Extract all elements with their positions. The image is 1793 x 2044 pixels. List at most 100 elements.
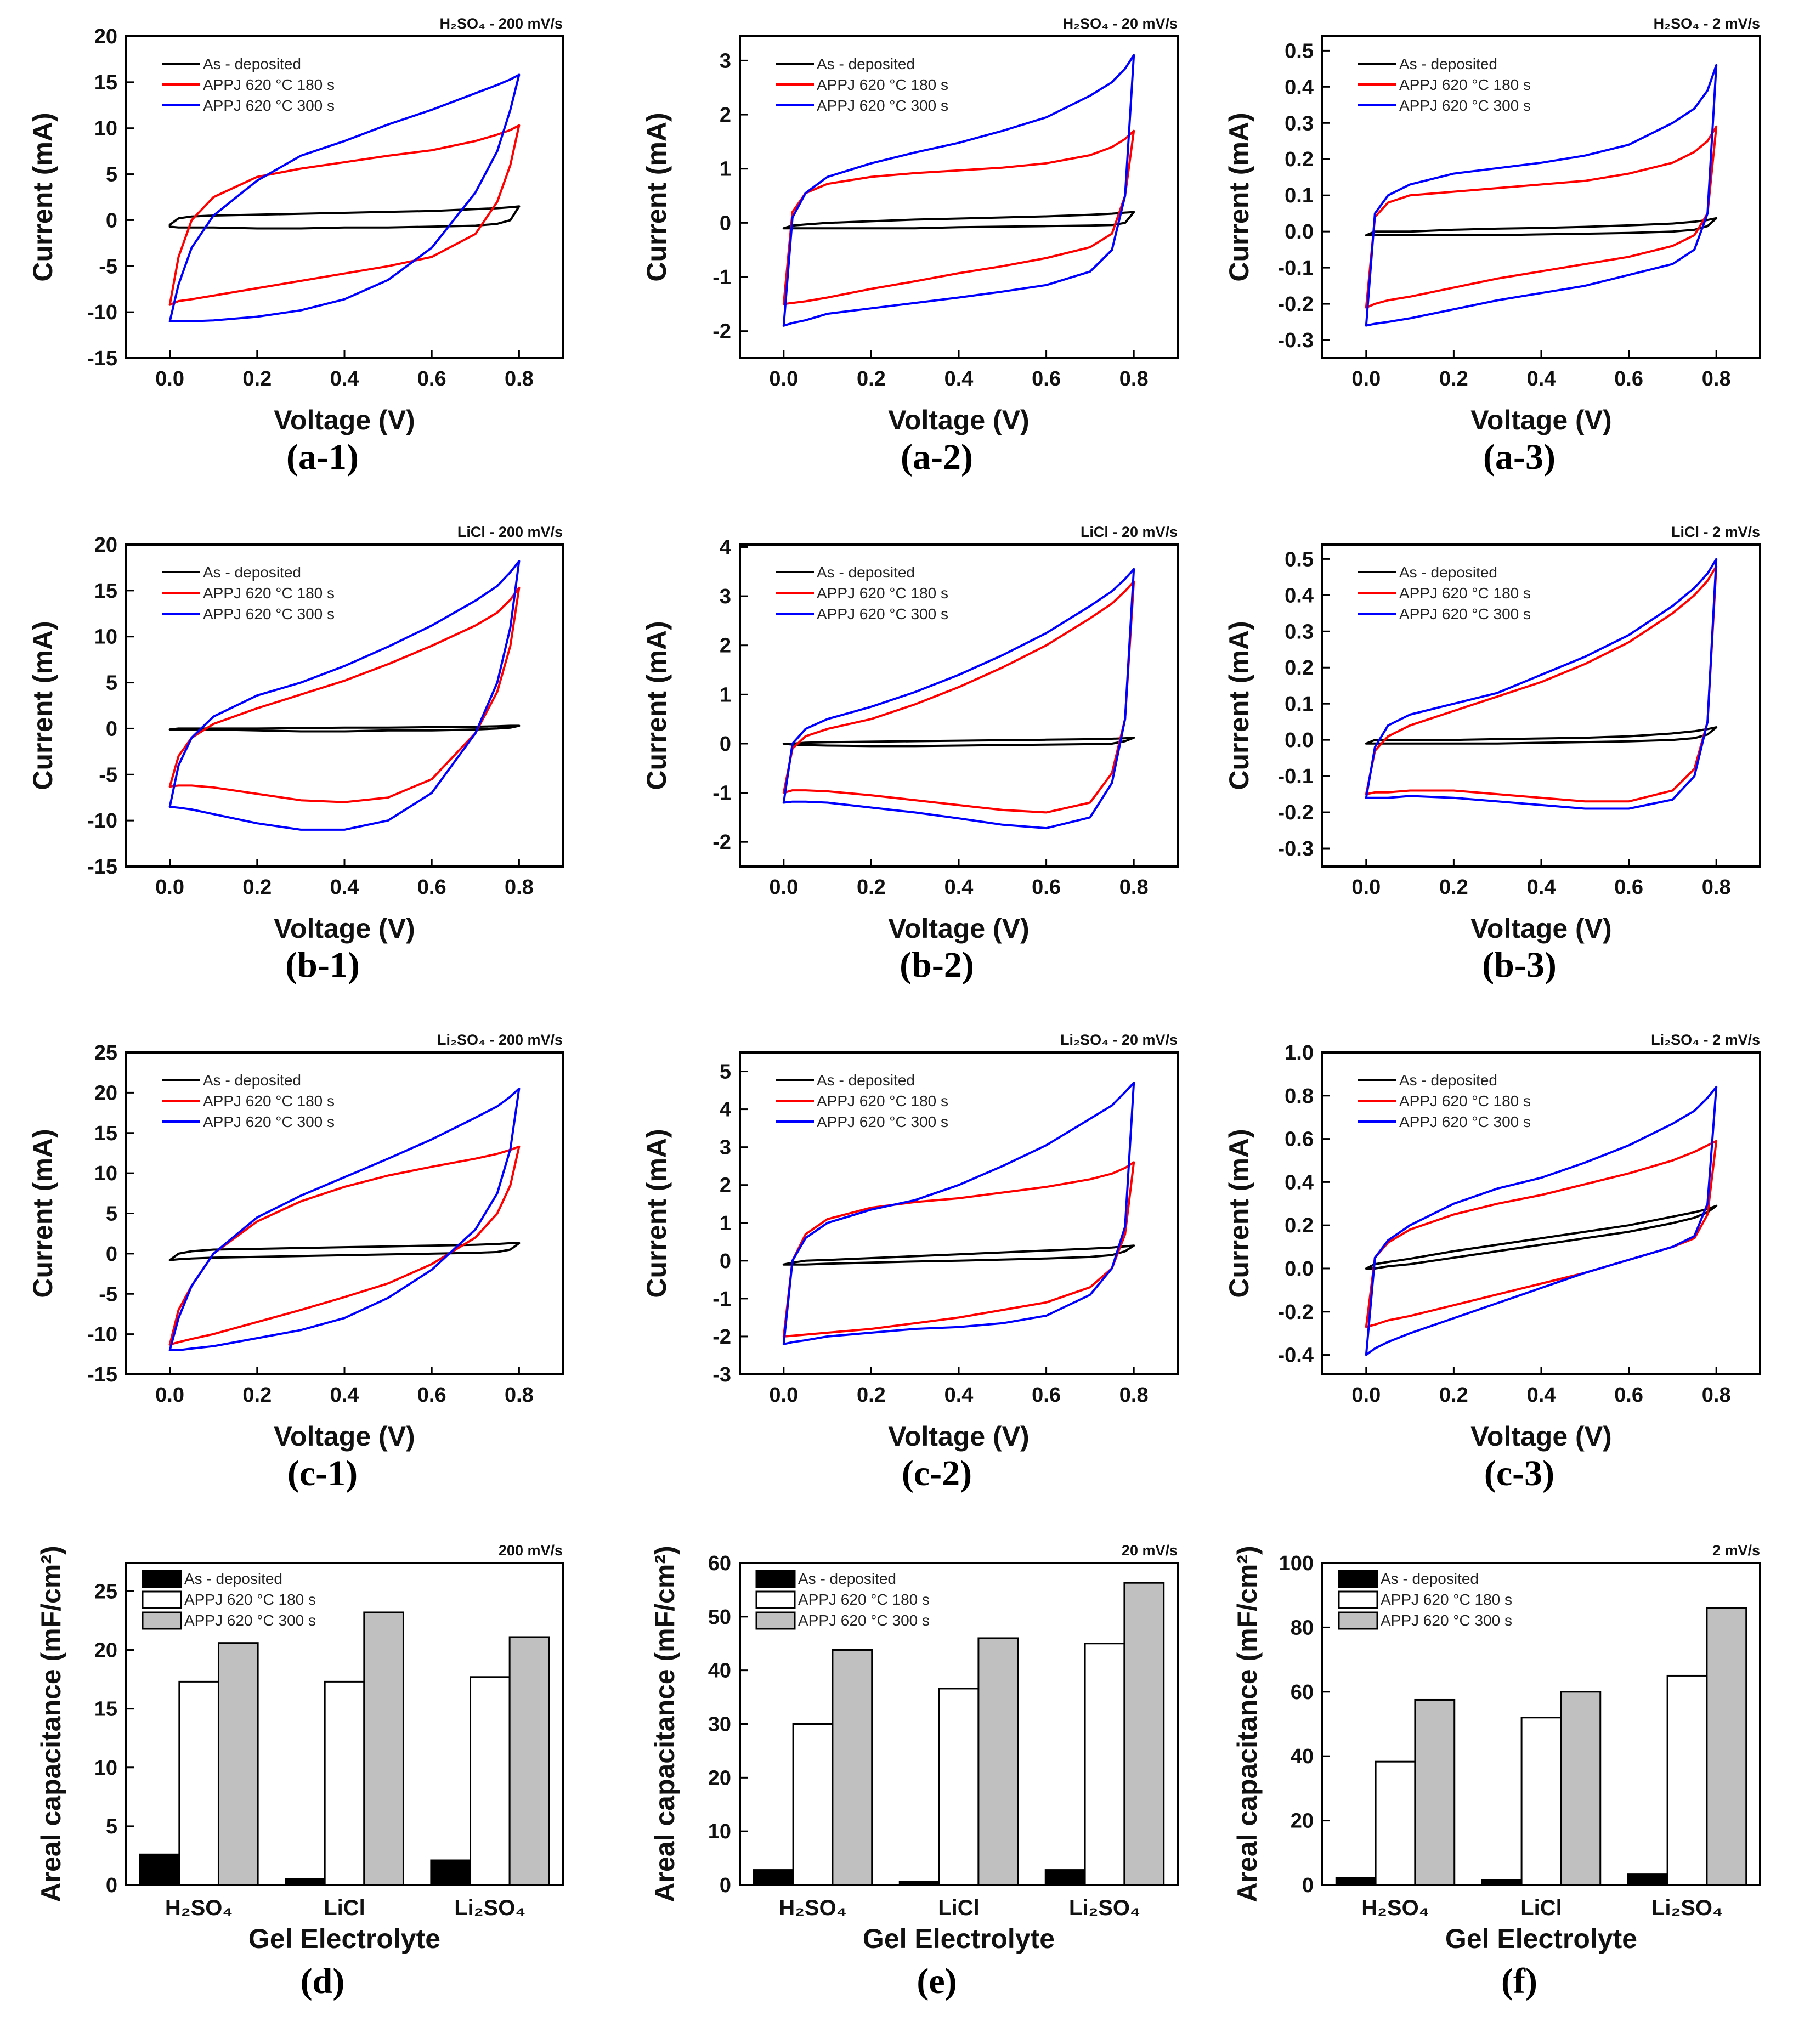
x-tick-label: 0.6 bbox=[1032, 876, 1061, 899]
y-tick-label: 1.0 bbox=[1285, 1041, 1314, 1065]
panel-b-2: LiCl - 20 mV/s (b-2) -2 -1 0 1 2 3 4 Current (mA)… bbox=[641, 524, 1179, 985]
panel-b-3: LiCl - 2 mV/s (b-3) -0.3 -0.2 -0.1 0.0 0.1 0.2 0… bbox=[1224, 524, 1761, 985]
cv-curve-appj-300s bbox=[1365, 558, 1718, 810]
panel-c-2: Li₂SO₄ - 20 mV/s (c-2) -3 -2 -1 0 1 2 3 4 5 Current… bbox=[641, 1032, 1179, 1493]
x-axis-label: Voltage (V) bbox=[888, 1421, 1029, 1452]
panel-title: 20 mV/s bbox=[1122, 1542, 1178, 1559]
bar-appj-300s bbox=[1414, 1698, 1456, 1886]
x-tick-label: 0.0 bbox=[1351, 1384, 1381, 1407]
y-tick-label: 15 bbox=[94, 1122, 117, 1145]
y-tick-label: 10 bbox=[94, 117, 117, 140]
y-tick-label: -0.1 bbox=[1278, 765, 1314, 788]
x-tick-label: 0.2 bbox=[857, 367, 886, 390]
x-tick-label: 0.6 bbox=[1614, 1384, 1643, 1407]
y-tick-label: 0 bbox=[1302, 1874, 1314, 1897]
panel-caption: (c-2) bbox=[902, 1453, 972, 1493]
x-tick-label: 0.0 bbox=[1351, 876, 1381, 899]
y-tick-label: 0.0 bbox=[1285, 220, 1314, 244]
y-tick-label: 0 bbox=[106, 717, 117, 740]
cv-curve-appj-180s bbox=[782, 1161, 1135, 1338]
x-tick-label: 0.0 bbox=[769, 1384, 798, 1407]
legend-label: APPJ 620 °C 300 s bbox=[203, 97, 335, 114]
y-tick-label: 10 bbox=[94, 626, 117, 649]
x-tick-label: 0.6 bbox=[1614, 367, 1643, 390]
y-tick-label: 1 bbox=[720, 683, 731, 706]
legend-label: As - deposited bbox=[1399, 564, 1497, 581]
bar-as-deposited bbox=[139, 1853, 180, 1886]
panel-title: LiCl - 2 mV/s bbox=[1671, 524, 1760, 540]
x-tick-label: 0.8 bbox=[1119, 876, 1149, 899]
panel-e: 20 mV/s (e) 0 10 20 30 40 50 60 Areal capacitance… bbox=[649, 1542, 1179, 2001]
y-axis-label: Current (mA) bbox=[1224, 112, 1254, 281]
y-tick-label: 0 bbox=[720, 733, 731, 756]
panel-caption: (b-1) bbox=[285, 945, 360, 985]
y-tick-label: -15 bbox=[87, 1363, 117, 1386]
legend-swatch bbox=[755, 1590, 796, 1609]
cv-curve-appj-300s bbox=[1365, 64, 1718, 327]
y-tick-label: 20 bbox=[94, 1082, 117, 1105]
legend-label: APPJ 620 °C 180 s bbox=[817, 585, 948, 602]
x-axis-label: Voltage (V) bbox=[888, 913, 1029, 944]
cv-curve-appj-180s bbox=[168, 586, 521, 803]
y-tick-label: 0 bbox=[106, 209, 117, 232]
category-label: LiCl bbox=[324, 1896, 365, 1920]
legend-label: As - deposited bbox=[203, 55, 301, 72]
cv-curve-appj-300s bbox=[168, 560, 521, 831]
panel-f: 2 mV/s (f) 0 20 40 60 80 100 Areal capacitance (… bbox=[1232, 1542, 1761, 2001]
panel-title: H₂SO₄ - 200 mV/s bbox=[440, 15, 563, 32]
y-tick-label: 20 bbox=[1291, 1810, 1314, 1833]
cv-curve-appj-180s bbox=[1365, 1140, 1718, 1328]
legend-label: APPJ 620 °C 300 s bbox=[184, 1612, 316, 1629]
x-tick-label: 0.4 bbox=[944, 1384, 974, 1407]
panel-a-1: H₂SO₄ - 200 mV/s (a-1) -15 -10 -5 0 5 10 15 20 Cur… bbox=[27, 15, 564, 477]
legend-label: APPJ 620 °C 180 s bbox=[817, 1092, 948, 1109]
legend-swatch bbox=[1338, 1570, 1378, 1588]
y-tick-label: 0.2 bbox=[1285, 1214, 1314, 1237]
y-tick-label: 10 bbox=[94, 1162, 117, 1185]
x-tick-label: 0.4 bbox=[944, 367, 974, 390]
panel-caption: (a-2) bbox=[901, 437, 973, 477]
legend-label: APPJ 620 °C 300 s bbox=[817, 605, 948, 622]
legend-label: APPJ 620 °C 180 s bbox=[1399, 585, 1531, 602]
cv-curve-as-deposited bbox=[782, 737, 1135, 748]
legend-label: APPJ 620 °C 300 s bbox=[1399, 1113, 1531, 1130]
category-label: LiCl bbox=[938, 1896, 980, 1920]
x-tick-label: 0.4 bbox=[944, 876, 974, 899]
legend-label: APPJ 620 °C 180 s bbox=[203, 76, 335, 93]
x-tick-label: 0.6 bbox=[417, 1384, 446, 1407]
bar-as-deposited bbox=[1481, 1879, 1523, 1886]
y-tick-label: -2 bbox=[712, 320, 731, 343]
x-tick-label: 0.6 bbox=[417, 367, 446, 390]
y-tick-label: 50 bbox=[708, 1606, 731, 1629]
y-tick-label: -2 bbox=[712, 831, 731, 854]
bar-appj-300s bbox=[363, 1611, 404, 1886]
y-tick-label: 5 bbox=[106, 163, 117, 186]
legend-label: As - deposited bbox=[1381, 1570, 1479, 1587]
y-tick-label: -0.2 bbox=[1278, 1301, 1314, 1324]
y-tick-label: 0.5 bbox=[1285, 548, 1314, 571]
legend-swatch bbox=[142, 1590, 182, 1609]
y-tick-label: 3 bbox=[720, 585, 731, 608]
y-tick-label: 0.4 bbox=[1285, 584, 1314, 607]
x-tick-label: 0.0 bbox=[155, 1384, 184, 1407]
y-tick-label: 3 bbox=[720, 49, 731, 72]
legend-label: APPJ 620 °C 300 s bbox=[203, 605, 335, 622]
y-tick-label: 25 bbox=[94, 1580, 117, 1603]
x-tick-label: 0.8 bbox=[505, 1384, 534, 1407]
panel-caption: (c-1) bbox=[287, 1453, 358, 1493]
y-tick-label: -5 bbox=[99, 763, 117, 786]
x-tick-label: 0.6 bbox=[1032, 367, 1061, 390]
panel-title: Li₂SO₄ - 20 mV/s bbox=[1060, 1032, 1178, 1048]
y-tick-label: 5 bbox=[106, 672, 117, 695]
cv-curve-as-deposited bbox=[1365, 1204, 1718, 1270]
bar-appj-180s bbox=[792, 1723, 834, 1886]
x-tick-label: 0.4 bbox=[1527, 367, 1556, 390]
bar-appj-300s bbox=[508, 1636, 550, 1886]
y-tick-label: 0.4 bbox=[1285, 1171, 1314, 1194]
x-tick-label: 0.0 bbox=[1351, 367, 1381, 390]
x-tick-label: 0.2 bbox=[1439, 876, 1468, 899]
y-tick-label: 25 bbox=[94, 1041, 117, 1065]
y-tick-label: 0.2 bbox=[1285, 148, 1314, 171]
x-tick-label: 0.4 bbox=[1527, 1384, 1556, 1407]
y-tick-label: -10 bbox=[87, 301, 117, 324]
